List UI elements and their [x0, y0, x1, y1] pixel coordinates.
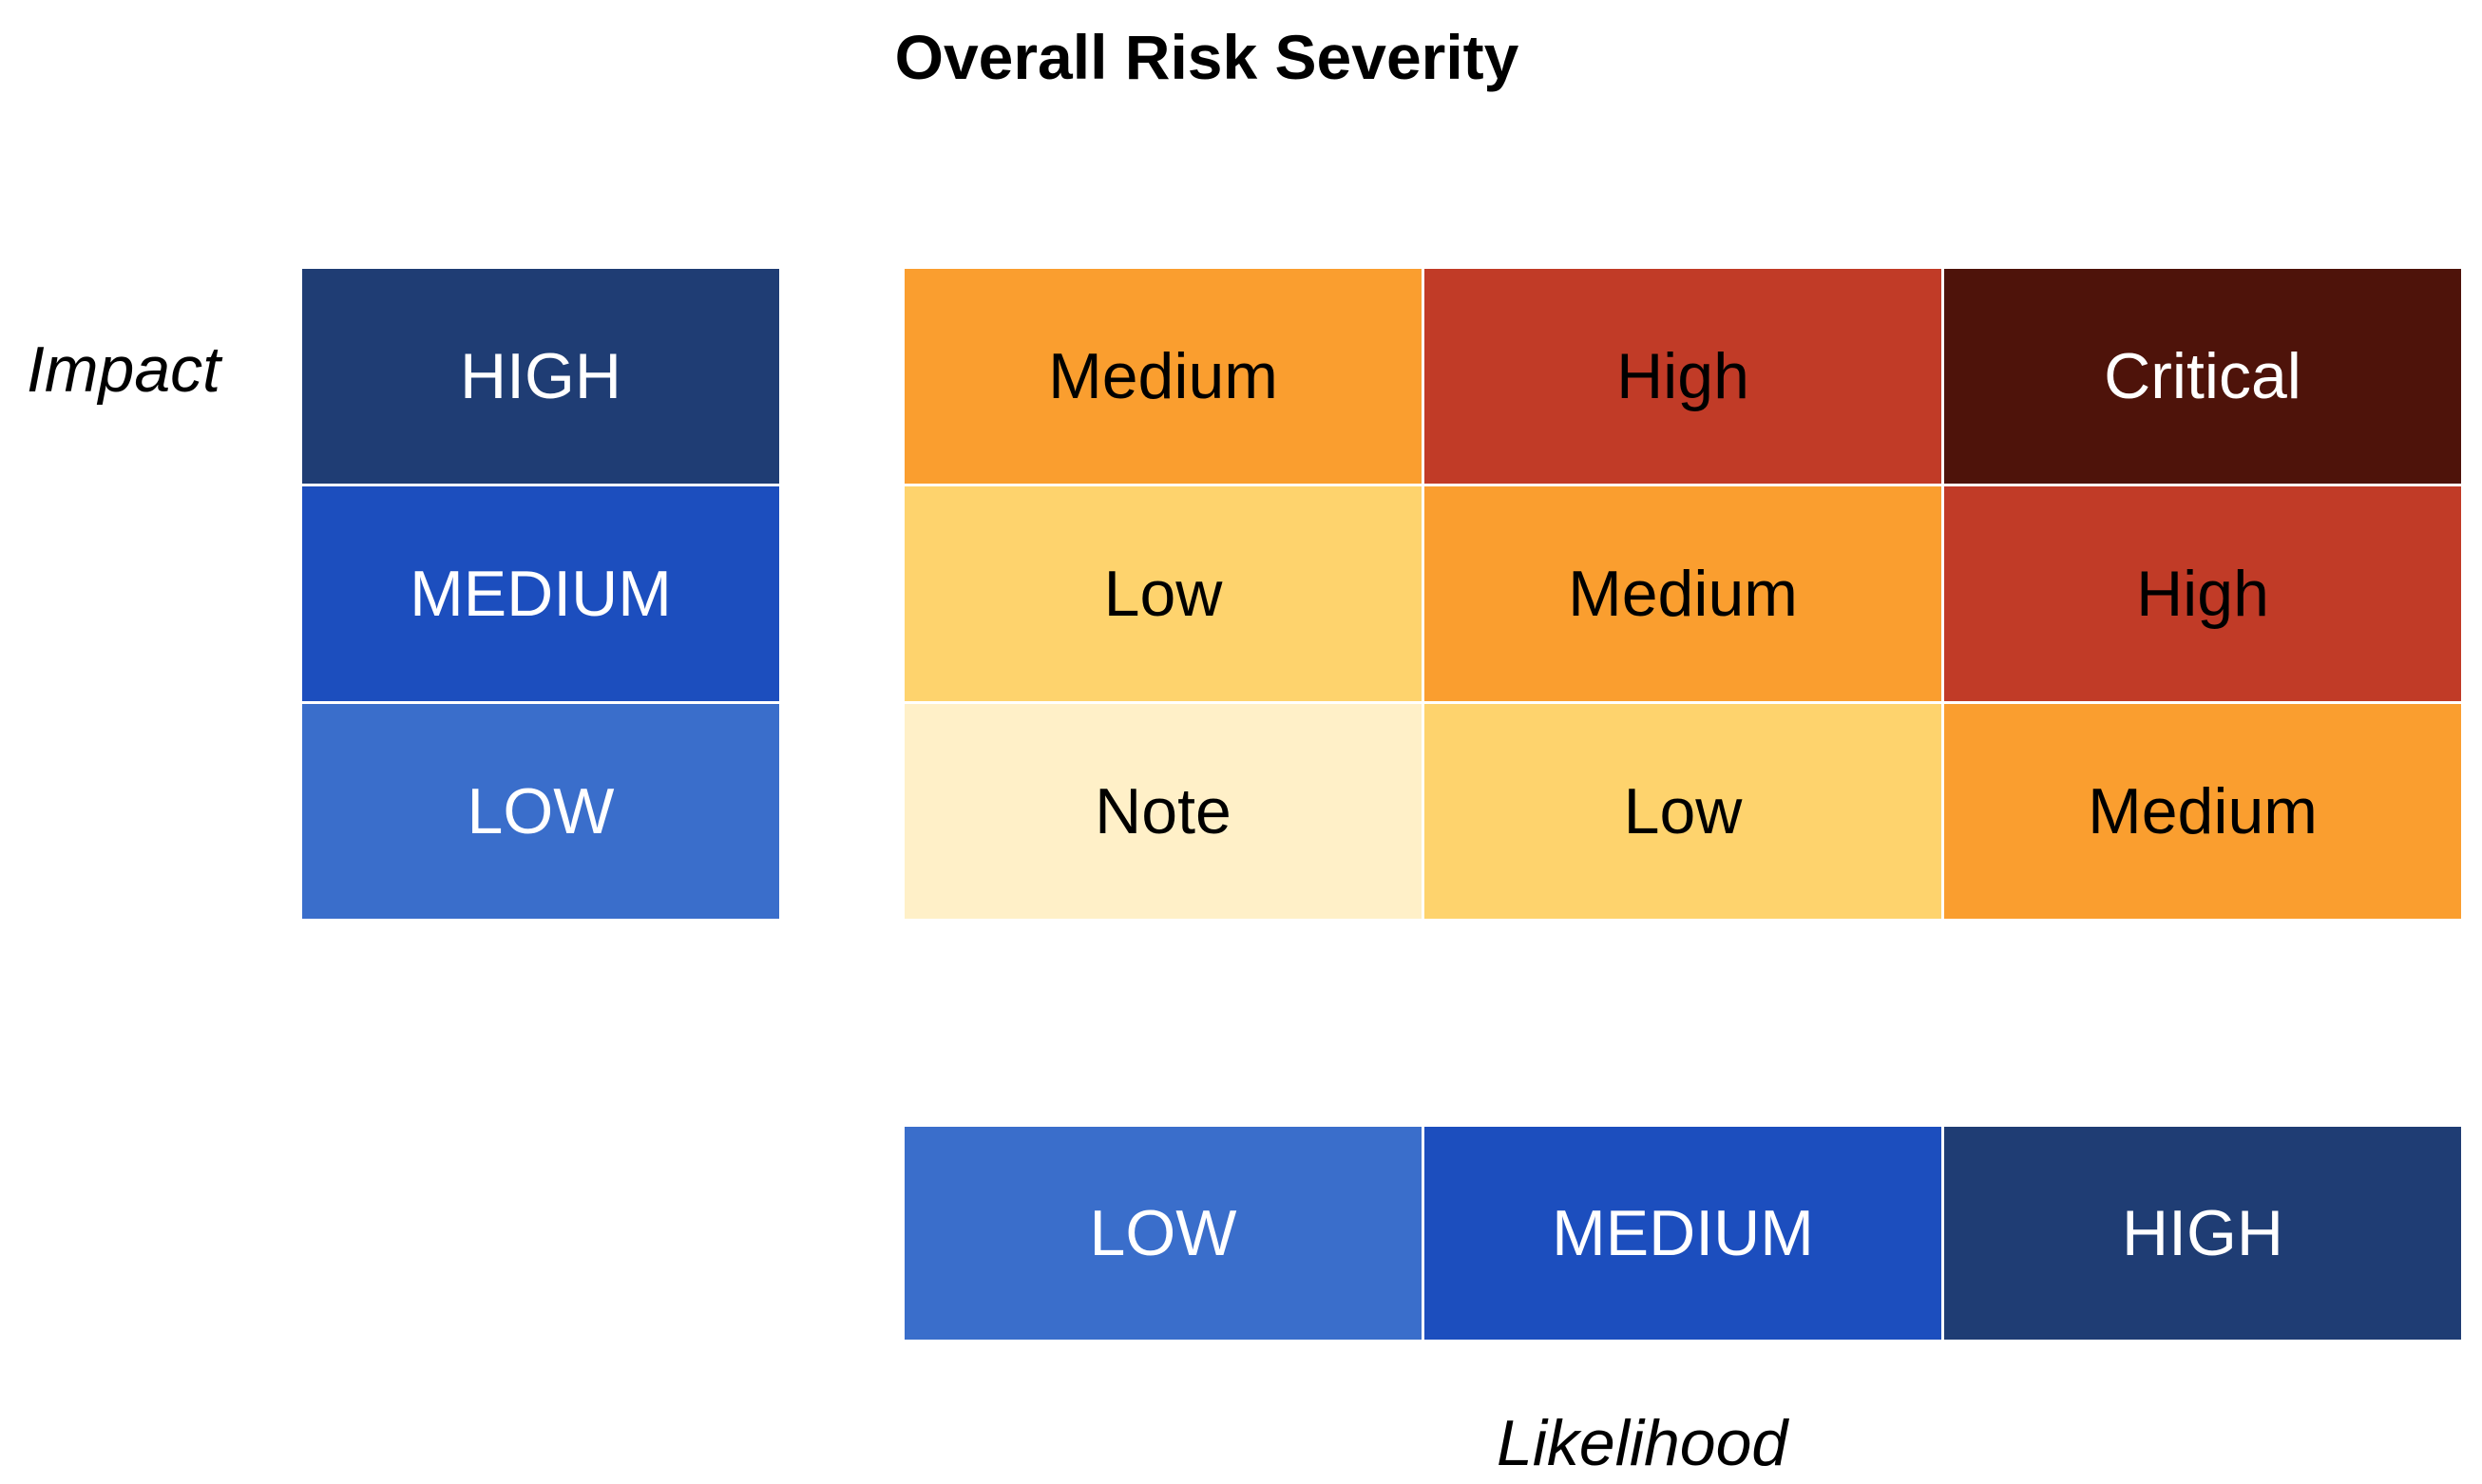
likelihood-axis-label: Likelihood — [1497, 1407, 1788, 1479]
severity-cell-critical: Critical — [1944, 269, 2461, 484]
severity-cell-note: Note — [905, 704, 1422, 919]
impact-level-high: HIGH — [302, 269, 779, 484]
severity-cell-medium: Medium — [1944, 704, 2461, 919]
severity-cell-medium: Medium — [1424, 486, 1941, 701]
likelihood-level-low: LOW — [905, 1127, 1422, 1340]
impact-level-low: LOW — [302, 704, 779, 919]
impact-level-medium: MEDIUM — [302, 486, 779, 701]
severity-cell-low: Low — [1424, 704, 1941, 919]
likelihood-level-high: HIGH — [1944, 1127, 2461, 1340]
likelihood-level-medium: MEDIUM — [1424, 1127, 1941, 1340]
severity-cell-medium: Medium — [905, 269, 1422, 484]
page-title: Overall Risk Severity — [894, 22, 1519, 92]
impact-axis-label: Impact — [27, 333, 221, 406]
severity-cell-low: Low — [905, 486, 1422, 701]
severity-cell-high: High — [1424, 269, 1941, 484]
severity-cell-high: High — [1944, 486, 2461, 701]
